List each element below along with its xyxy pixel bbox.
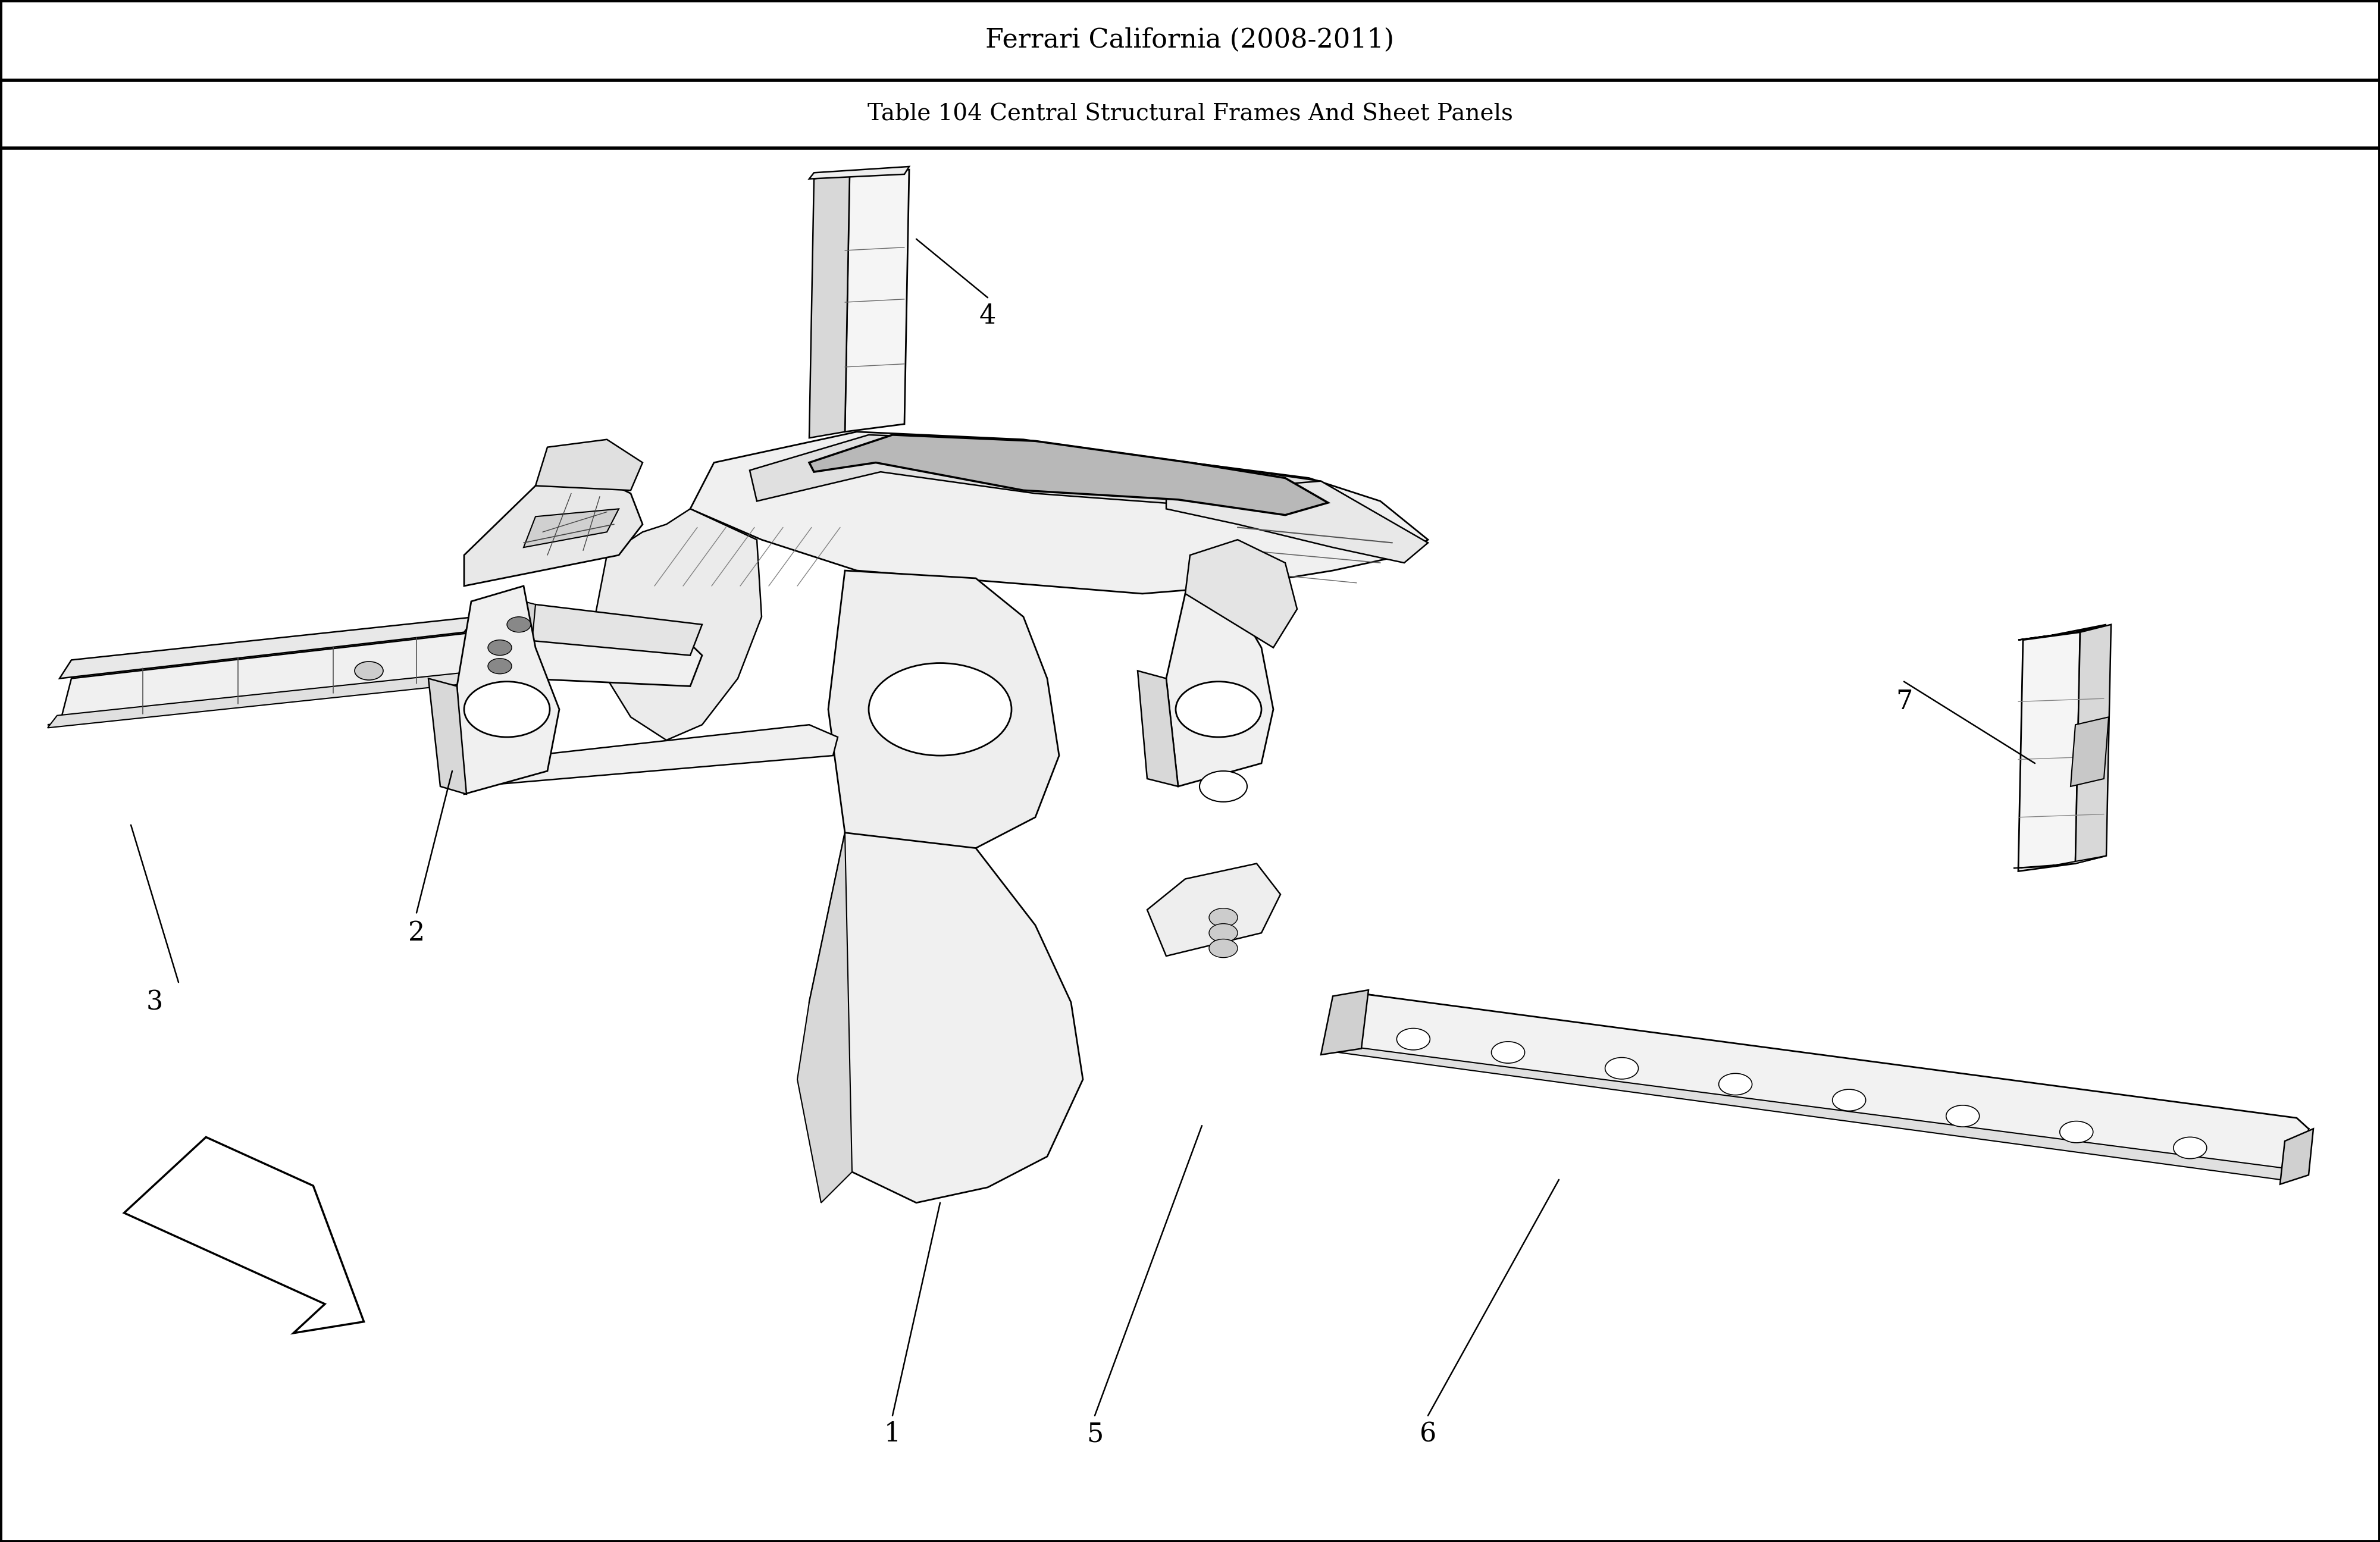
- Polygon shape: [845, 170, 909, 432]
- Circle shape: [1209, 908, 1238, 927]
- Circle shape: [1718, 1073, 1752, 1095]
- Polygon shape: [797, 833, 852, 1203]
- Polygon shape: [1357, 995, 2309, 1149]
- Polygon shape: [828, 571, 1059, 864]
- Circle shape: [464, 682, 550, 737]
- Text: 4: 4: [978, 304, 997, 328]
- Polygon shape: [2071, 717, 2109, 786]
- Circle shape: [355, 662, 383, 680]
- Polygon shape: [428, 678, 466, 794]
- Polygon shape: [1166, 586, 1273, 786]
- Polygon shape: [524, 509, 619, 547]
- Text: 6: 6: [1418, 1422, 1438, 1446]
- Polygon shape: [750, 435, 1368, 524]
- Text: 2: 2: [407, 921, 426, 945]
- Circle shape: [1397, 1029, 1430, 1050]
- Polygon shape: [464, 470, 643, 586]
- Polygon shape: [1166, 481, 1428, 563]
- Circle shape: [1200, 771, 1247, 802]
- Polygon shape: [1338, 995, 2309, 1175]
- Polygon shape: [457, 586, 559, 794]
- Polygon shape: [809, 833, 1083, 1203]
- Text: 1: 1: [883, 1422, 902, 1446]
- Polygon shape: [48, 632, 476, 725]
- Circle shape: [2059, 1121, 2092, 1143]
- Polygon shape: [2280, 1129, 2313, 1184]
- Polygon shape: [2075, 625, 2111, 864]
- Polygon shape: [457, 725, 838, 786]
- Text: 5: 5: [1085, 1422, 1104, 1446]
- Circle shape: [1209, 924, 1238, 942]
- Circle shape: [1176, 682, 1261, 737]
- Circle shape: [488, 658, 512, 674]
- Polygon shape: [595, 509, 762, 740]
- Circle shape: [1209, 939, 1238, 958]
- Text: Table 104 Central Structural Frames And Sheet Panels: Table 104 Central Structural Frames And …: [866, 103, 1514, 125]
- Polygon shape: [809, 173, 850, 438]
- Polygon shape: [124, 1136, 364, 1332]
- Polygon shape: [1185, 540, 1297, 648]
- Bar: [0, 80, 2380, 148]
- Polygon shape: [2018, 625, 2106, 640]
- Text: 7: 7: [1894, 689, 1914, 714]
- Circle shape: [1604, 1058, 1637, 1079]
- Circle shape: [2173, 1136, 2206, 1158]
- Polygon shape: [524, 604, 702, 655]
- Polygon shape: [1321, 990, 1368, 1055]
- Text: Ferrari California (2008-2011): Ferrari California (2008-2011): [985, 28, 1395, 52]
- Polygon shape: [1138, 671, 1178, 786]
- Polygon shape: [1333, 1045, 2290, 1180]
- Polygon shape: [809, 167, 909, 179]
- Polygon shape: [1147, 864, 1280, 956]
- Circle shape: [869, 663, 1012, 756]
- Polygon shape: [524, 632, 702, 686]
- Polygon shape: [536, 439, 643, 490]
- Circle shape: [488, 640, 512, 655]
- Polygon shape: [690, 432, 1428, 594]
- Bar: [0, 0, 2380, 80]
- Polygon shape: [440, 752, 476, 790]
- Circle shape: [507, 617, 531, 632]
- Polygon shape: [519, 601, 536, 682]
- Circle shape: [1947, 1106, 1980, 1127]
- Polygon shape: [60, 617, 476, 678]
- Polygon shape: [2018, 632, 2080, 871]
- Text: 3: 3: [145, 990, 164, 1015]
- Polygon shape: [48, 672, 466, 728]
- Polygon shape: [809, 435, 1328, 515]
- Polygon shape: [2013, 856, 2106, 868]
- Circle shape: [1833, 1089, 1866, 1110]
- Circle shape: [1492, 1041, 1526, 1062]
